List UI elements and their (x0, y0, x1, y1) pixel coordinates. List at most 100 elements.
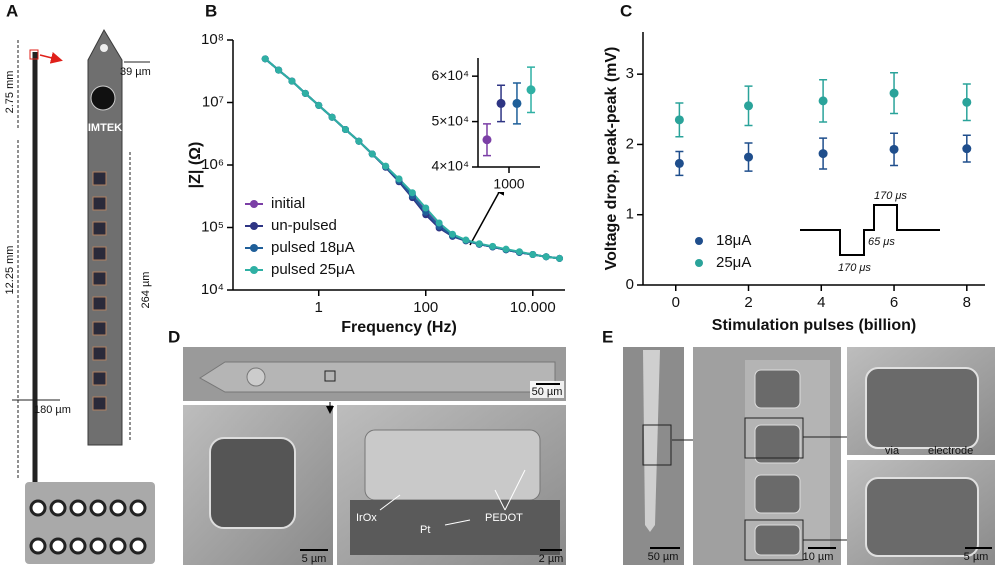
data-point (526, 85, 536, 95)
data-point (341, 125, 349, 133)
data-point (818, 96, 828, 106)
inset-arrow (469, 182, 505, 246)
layer-label: PEDOT (485, 512, 523, 524)
y-axis-label: |Z| (Ω) (187, 142, 204, 189)
panel-d: D 50 µm 5 µm 2 µm IrOx Pt PEDOT (168, 327, 566, 565)
panel-e: E via electrode 50 µm 10 µm 5 µm (602, 327, 995, 565)
dimension-lines (12, 40, 150, 480)
data-point (301, 89, 309, 97)
scale-label: 50 µm (648, 551, 679, 563)
x-tick-label: 1 (315, 299, 323, 316)
annotation: electrode (928, 445, 973, 457)
data-point (315, 101, 323, 109)
zoom-arrow (39, 51, 63, 64)
data-point (475, 240, 483, 248)
data-point (962, 144, 972, 154)
data-point (462, 236, 470, 244)
probe-outline (199, 361, 556, 393)
dimension-label: 180 µm (34, 404, 71, 416)
data-point (408, 189, 416, 197)
panel-label: B (205, 1, 217, 20)
x-axis-label: Frequency (Hz) (341, 319, 457, 336)
electrode-cross-section (364, 429, 541, 501)
pulse-label: 170 μs (874, 190, 907, 202)
x-tick-label: 8 (963, 294, 971, 311)
data-point (482, 135, 492, 145)
panel-label: C (620, 1, 632, 20)
probe-tip-zoom (87, 28, 123, 446)
legend-label: pulsed 18μA (271, 239, 355, 256)
data-point (674, 158, 684, 168)
data-point (275, 66, 283, 74)
y-tick-label: 2 (626, 135, 634, 152)
tip-hole (100, 44, 108, 52)
legend-label: un-pulsed (271, 217, 337, 234)
legend-marker (250, 244, 258, 252)
data-point (962, 97, 972, 107)
data-point (355, 137, 363, 145)
x-tick-label: 0 (672, 294, 680, 311)
legend-label: 25μA (716, 254, 751, 271)
hole (246, 367, 266, 387)
scale-box (530, 381, 564, 398)
data-point (744, 152, 754, 162)
electrode-well (865, 477, 979, 557)
electrode-well (209, 437, 296, 529)
y-tick-label: 4×10⁴ (431, 158, 469, 174)
data-point (368, 150, 376, 158)
data-point (889, 88, 899, 98)
legend-label: 18μA (716, 232, 751, 249)
electrode-wells (754, 369, 801, 556)
data-point (489, 242, 497, 250)
data-point (744, 101, 754, 111)
data-point (515, 248, 523, 256)
data-point (529, 250, 537, 258)
x-axis-label: Stimulation pulses (billion) (712, 317, 916, 334)
data-point (502, 245, 510, 253)
y-tick-label: 5×10⁴ (431, 112, 469, 128)
panel-label: A (6, 1, 18, 20)
y-tick-label: 10⁵ (201, 218, 224, 235)
x-tick-label: 6 (890, 294, 898, 311)
y-tick-label: 10⁷ (202, 93, 224, 110)
zoom-box (744, 417, 804, 459)
data-point (889, 144, 899, 154)
legend-marker (695, 237, 703, 245)
panel-label: E (602, 327, 613, 346)
contact-pads (29, 499, 147, 555)
data-point (328, 113, 336, 121)
electrode-well (865, 367, 979, 449)
data-point (261, 55, 269, 63)
zoom-box (324, 370, 336, 382)
data-point (422, 204, 430, 212)
y-tick-label: 10⁴ (201, 281, 224, 298)
dimension-label: 39 µm (120, 66, 151, 78)
layer-label: Pt (420, 524, 430, 536)
scale-label: 5 µm (302, 553, 327, 565)
zoom-box (29, 49, 39, 60)
pulse-label: 65 μs (868, 236, 895, 248)
pulse-diagram (800, 204, 940, 256)
legend-label: pulsed 25μA (271, 261, 355, 278)
logo-text: IMTEK (88, 122, 122, 134)
dimension-label: 2.75 mm (4, 71, 16, 114)
layer-label: IrOx (356, 512, 377, 524)
y-tick-label: 1 (626, 206, 634, 223)
zoom-box (642, 424, 672, 466)
data-point (382, 162, 390, 170)
data-point (395, 175, 403, 183)
annotation: via (885, 445, 900, 457)
probe-shaft (643, 350, 660, 532)
y-tick-label: 10⁶ (201, 156, 224, 173)
y-axis-label: Voltage drop, peak-peak (mV) (603, 47, 620, 271)
tip-hole (90, 85, 116, 111)
data-point (435, 219, 443, 227)
legend-label: initial (271, 195, 305, 212)
x-tick-label: 100 (413, 299, 438, 316)
legend-marker (250, 266, 258, 274)
y-tick-label: 3 (626, 65, 634, 82)
data-point (674, 115, 684, 125)
data-point (542, 253, 550, 261)
panel-b: B 10⁴ 10⁵ 10⁶ 10⁷ 10⁸ 1 100 10.000 Frequency (Hz… (187, 1, 565, 336)
